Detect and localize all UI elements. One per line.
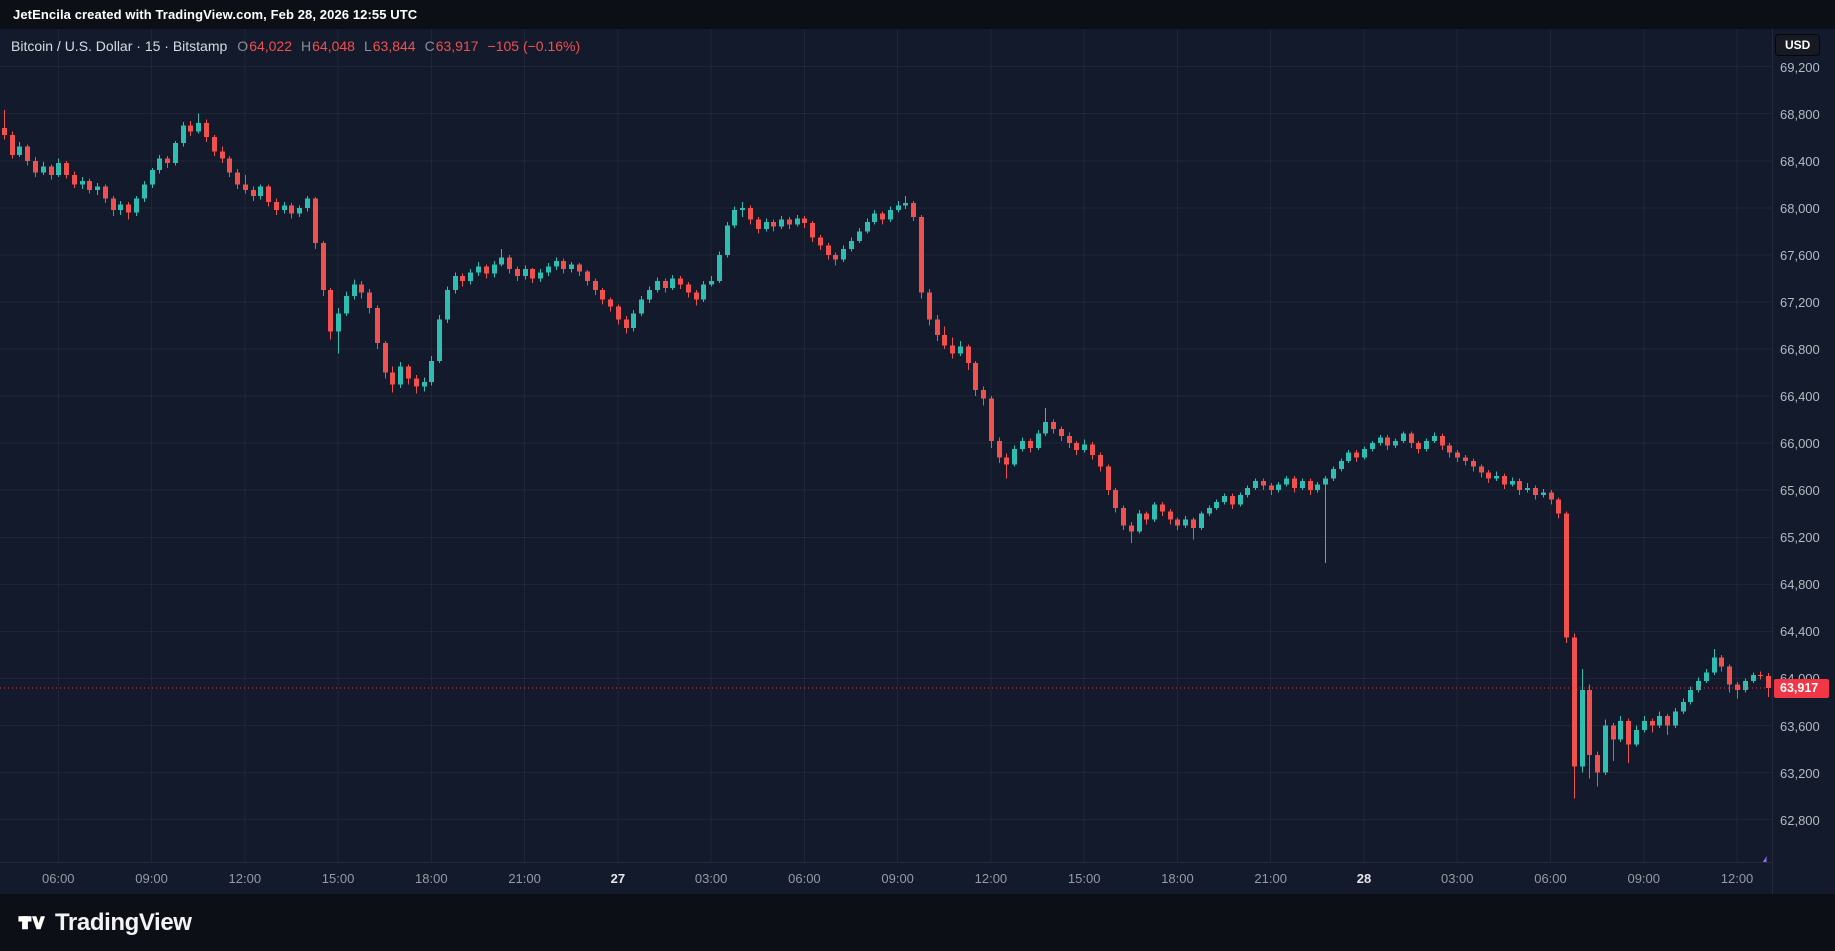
- low-label: L: [363, 38, 372, 54]
- price-tick-label: 63,200: [1780, 765, 1820, 781]
- candlestick-canvas[interactable]: [0, 29, 1772, 862]
- time-tick-label: 09:00: [1627, 871, 1661, 886]
- price-tick-label: 66,000: [1780, 436, 1820, 452]
- open-label: O: [237, 38, 249, 54]
- symbol-title[interactable]: Bitcoin / U.S. Dollar · 15 · Bitstamp: [11, 38, 228, 54]
- time-tick-label: 12:00: [1720, 871, 1754, 886]
- time-tick-label: 15:00: [1067, 871, 1101, 886]
- price-tick-label: 62,800: [1780, 812, 1820, 828]
- time-tick-label: 09:00: [881, 871, 914, 886]
- time-axis[interactable]: 06:00 09:00 12:00 15:00 18:00 21:00 27 03:00 06:…: [0, 862, 1772, 894]
- price-change: −105 (−0.16%): [487, 38, 581, 54]
- price-tick-label: 65,200: [1780, 530, 1820, 546]
- time-tick-label: 28: [1356, 871, 1372, 886]
- current-price-badge: 63,917: [1774, 679, 1829, 699]
- open-value: 64,022: [249, 38, 293, 54]
- time-tick-label: 12:00: [228, 871, 262, 886]
- time-tick-label: 09:00: [135, 871, 168, 886]
- time-tick-label: 18:00: [1161, 871, 1194, 886]
- low-value: 63,844: [372, 38, 416, 54]
- ohlc-high: H 64,048: [301, 38, 355, 54]
- price-axis[interactable]: USD 63,917 69,200 68,800 68,400 68,000 67,60…: [1772, 29, 1835, 894]
- time-tick-label: 18:00: [415, 871, 448, 886]
- close-value: 63,917: [435, 38, 479, 54]
- time-tick-label: 06:00: [42, 871, 75, 886]
- price-tick-label: 66,800: [1780, 342, 1820, 358]
- price-tick-label: 67,600: [1780, 247, 1820, 263]
- time-tick-label: 21:00: [508, 871, 541, 886]
- price-tick-label: 67,200: [1780, 294, 1820, 310]
- high-value: 64,048: [312, 38, 355, 54]
- high-label: H: [301, 38, 312, 54]
- time-tick-label: 03:00: [694, 871, 728, 886]
- bottom-toolbar: TradingView: [0, 894, 1835, 951]
- time-tick-label: 27: [610, 871, 626, 886]
- price-tick-label: 68,800: [1780, 106, 1820, 122]
- ohlc-readout: O 64,022 H 64,048 L 63,844 C 63,917 −105 (−0…: [237, 38, 580, 54]
- time-tick-label: 12:00: [974, 871, 1008, 886]
- attribution-bar: JetEncila created with TradingView.com, …: [0, 0, 1835, 29]
- time-tick-label: 15:00: [321, 871, 355, 886]
- time-tick-label: 03:00: [1440, 871, 1474, 886]
- price-tick-label: 64,800: [1780, 577, 1820, 593]
- ohlc-low: L 63,844: [364, 38, 416, 54]
- ohlc-open: O 64,022: [237, 38, 292, 54]
- time-tick-label: 06:00: [788, 871, 821, 886]
- close-label: C: [424, 38, 435, 54]
- price-tick-label: 63,600: [1780, 718, 1820, 734]
- price-tick-label: 69,200: [1780, 59, 1820, 75]
- price-tick-label: 64,400: [1780, 624, 1820, 640]
- tradingview-wordmark[interactable]: TradingView: [55, 908, 192, 936]
- tradingview-logo-icon[interactable]: [16, 908, 45, 937]
- ohlc-close: C 63,917: [425, 38, 479, 54]
- price-tick-label: 68,000: [1780, 200, 1820, 216]
- attribution-text: JetEncila created with TradingView.com, …: [13, 7, 418, 22]
- price-tick-label: 68,400: [1780, 153, 1820, 169]
- time-tick-label: 06:00: [1534, 871, 1567, 886]
- time-tick-label: 21:00: [1254, 871, 1287, 886]
- price-tick-label: 66,400: [1780, 389, 1820, 405]
- price-tick-label: 65,600: [1780, 483, 1820, 499]
- currency-button[interactable]: USD: [1775, 34, 1821, 56]
